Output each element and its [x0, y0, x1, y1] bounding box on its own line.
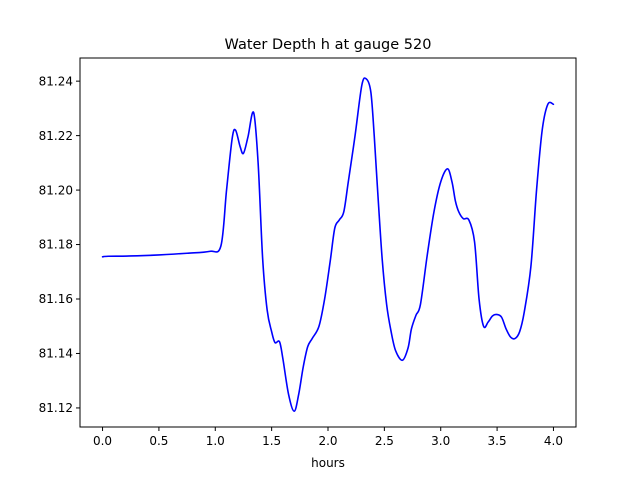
x-tick-label: 4.0 — [544, 434, 563, 448]
x-axis: 0.0 0.5 1.0 1.5 2.0 2.5 3.0 3.5 4.0 — [93, 427, 563, 448]
x-tick-label: 1.5 — [262, 434, 281, 448]
y-tick-label: 81.16 — [39, 292, 73, 306]
y-axis: 81.12 81.14 81.16 81.18 81.20 81.22 81.24 — [39, 74, 80, 415]
x-tick-label: 1.0 — [206, 434, 225, 448]
y-tick-label: 81.14 — [39, 347, 73, 361]
x-axis-label: hours — [311, 456, 345, 470]
x-tick-label: 2.0 — [318, 434, 337, 448]
y-tick-label: 81.18 — [39, 238, 73, 252]
chart-title: Water Depth h at gauge 520 — [225, 37, 432, 53]
y-tick-label: 81.12 — [39, 401, 73, 415]
y-tick-label: 81.20 — [39, 183, 73, 197]
series-line-1 — [101, 77, 555, 413]
plot-area — [101, 77, 555, 413]
x-tick-label: 0.0 — [93, 434, 112, 448]
x-tick-label: 3.0 — [431, 434, 450, 448]
x-tick-label: 3.5 — [488, 434, 507, 448]
y-tick-label: 81.24 — [39, 74, 73, 88]
y-tick-label: 81.22 — [39, 129, 73, 143]
x-tick-label: 0.5 — [149, 434, 168, 448]
x-tick-label: 2.5 — [375, 434, 394, 448]
